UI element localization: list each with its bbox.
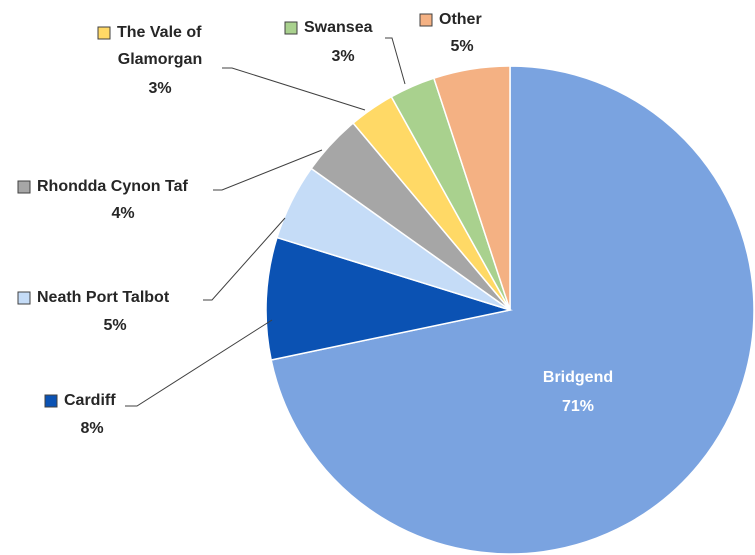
- value-label: 5%: [103, 317, 126, 334]
- legend-swatch: [17, 180, 31, 194]
- legend-swatch: [419, 13, 433, 27]
- category-label: Bridgend: [543, 369, 613, 386]
- category-label: Cardiff: [64, 392, 116, 409]
- category-label: Neath Port Talbot: [37, 289, 170, 306]
- pie-slice: [432, 65, 511, 311]
- value-label: 3%: [331, 48, 354, 65]
- category-label: Other: [439, 11, 482, 28]
- legend-swatch: [284, 21, 298, 35]
- category-label: The Vale of Glamorgan: [117, 24, 202, 68]
- value-label: 3%: [148, 80, 171, 97]
- value-label: 71%: [562, 398, 594, 415]
- value-label: 4%: [111, 205, 134, 222]
- legend-swatch: [97, 26, 111, 40]
- legend-swatch: [44, 394, 58, 408]
- category-label: Swansea: [304, 19, 373, 36]
- slices: [265, 65, 755, 555]
- value-label: 5%: [450, 38, 473, 55]
- leader-line: [213, 149, 323, 191]
- pie-slice: [270, 65, 755, 555]
- value-label: 8%: [80, 420, 103, 437]
- pie-slice: [265, 236, 513, 361]
- leader-line: [203, 217, 286, 301]
- legend-swatch: [17, 291, 31, 305]
- category-label: Rhondda Cynon Taf: [37, 178, 188, 195]
- leader-line: [222, 67, 366, 111]
- leader-line: [385, 37, 406, 85]
- leader-line: [125, 319, 273, 407]
